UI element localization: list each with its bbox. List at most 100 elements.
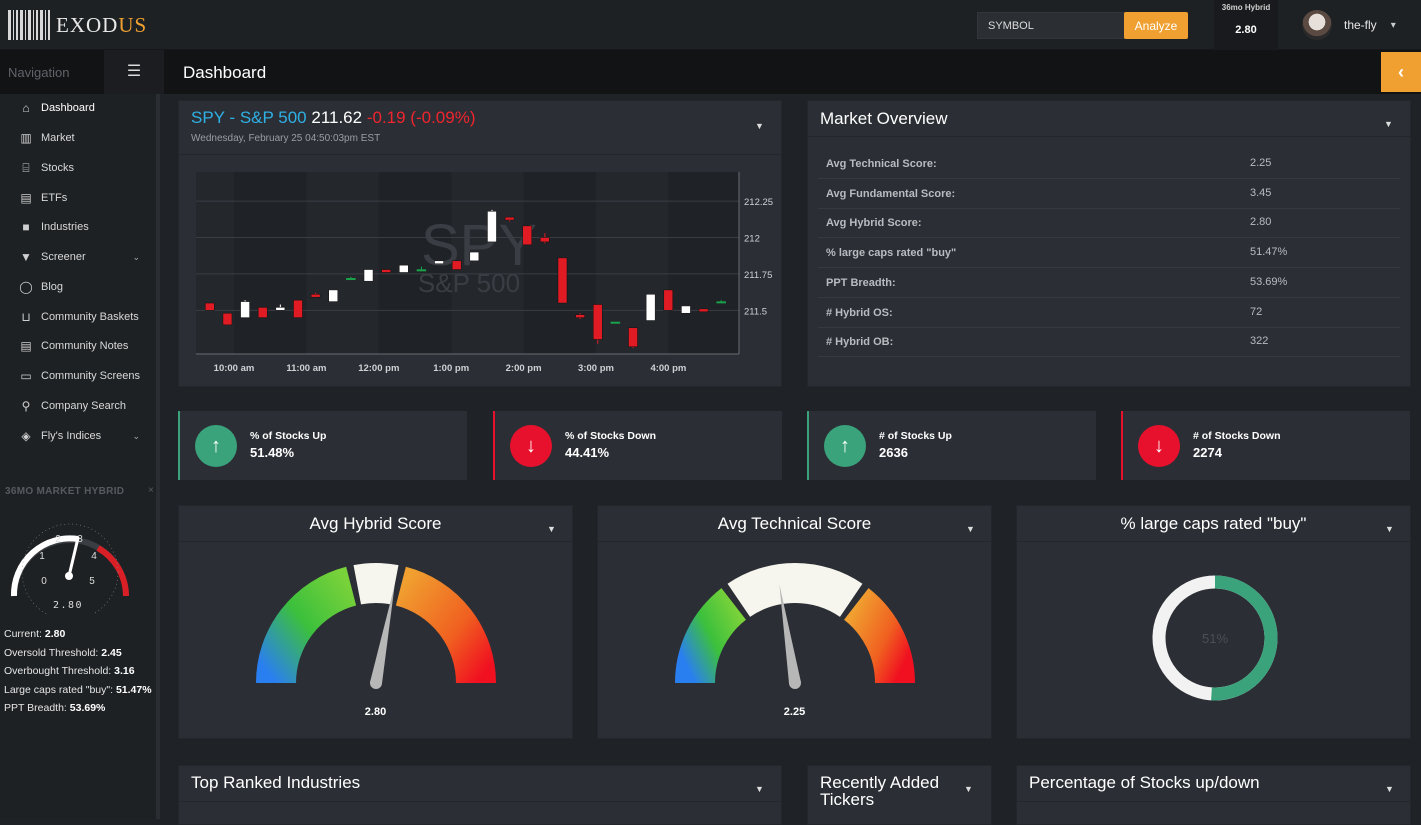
panel-dropdown-caret-icon[interactable]: ▼ xyxy=(1385,784,1394,794)
overview-row: % large caps rated "buy" 51.47% xyxy=(818,238,1400,269)
sidebar-item-industries[interactable]: ■ Industries xyxy=(0,213,156,241)
overview-label: Avg Hybrid Score: xyxy=(826,217,922,230)
panel-title: Percentage of Stocks up/down xyxy=(1029,773,1260,792)
y-tick-label: 211.5 xyxy=(744,306,767,317)
panel-dropdown-caret-icon[interactable]: ▼ xyxy=(755,784,764,794)
gauge-value: 2.80 xyxy=(364,706,387,718)
stat-card-of-stocks-down: ↓ % of Stocks Down 44.41% xyxy=(493,411,782,480)
overview-value: 2.80 xyxy=(1250,216,1272,229)
sidebar-item-community-baskets[interactable]: ⊔ Community Baskets xyxy=(0,303,156,331)
sidebar-item-label: Community Notes xyxy=(41,340,129,352)
gauge-hub xyxy=(370,677,382,689)
menu-toggle-button[interactable]: ☰ xyxy=(104,50,164,94)
gauge-tick-4: 4 xyxy=(91,551,97,562)
candle xyxy=(381,269,391,273)
symbol-input[interactable] xyxy=(977,12,1125,39)
gauge-red-arc xyxy=(96,545,129,597)
user-name[interactable]: the-fly xyxy=(1344,18,1377,32)
ticker-name[interactable]: SPY - S&P 500 xyxy=(191,108,307,127)
barcode-logo-icon xyxy=(8,10,51,40)
candle xyxy=(275,307,286,311)
hybrid-stat-line: Overbought Threshold: 3.16 xyxy=(4,662,152,681)
close-icon[interactable]: × xyxy=(148,485,154,496)
chevron-down-icon[interactable]: ▾ xyxy=(1390,19,1396,31)
book-icon: ▤ xyxy=(20,191,32,205)
candle xyxy=(328,289,338,302)
sidebar-item-screener[interactable]: ▼ Screener ⌄ xyxy=(0,243,156,271)
panel-dropdown-caret-icon[interactable]: ▼ xyxy=(755,121,764,131)
sidebar-item-label: Blog xyxy=(41,281,64,293)
sidebar-item-market[interactable]: ▥ Market xyxy=(0,124,156,152)
panel-header xyxy=(1017,506,1410,542)
panel-header: SPY - S&P 500 211.62 -0.19 (-0.09%) Wedn… xyxy=(179,101,781,155)
cart-icon: ⊔ xyxy=(21,310,31,324)
chevron-down-icon[interactable]: ⌄ xyxy=(132,251,140,262)
overview-row: # Hybrid OB: 322 xyxy=(818,327,1400,358)
panel-dropdown-caret-icon[interactable]: ▼ xyxy=(966,524,975,534)
panel-header xyxy=(179,506,572,542)
arrow-down-icon: ↓ xyxy=(1138,425,1180,467)
logo[interactable]: EXODUS xyxy=(8,10,147,40)
sidebar-item-blog[interactable]: ◯ Blog xyxy=(0,273,156,301)
gauge-low-band xyxy=(675,588,747,684)
search-icon: ⚲ xyxy=(21,399,31,413)
sidebar-item-label: Community Screens xyxy=(41,370,141,382)
y-tick-label: 211.75 xyxy=(744,270,772,281)
candle xyxy=(522,225,532,246)
panel-dropdown-caret-icon[interactable]: ▼ xyxy=(1385,524,1394,534)
collapse-panel-button[interactable]: ‹ xyxy=(1381,52,1421,92)
stat-label: % of Stocks Up xyxy=(250,430,327,442)
chevron-down-icon[interactable]: ⌄ xyxy=(132,430,140,441)
panel-title-line-2: Tickers xyxy=(820,790,875,809)
notes-icon: ▤ xyxy=(20,339,32,353)
gauge-tick-0: 0 xyxy=(41,576,47,587)
avatar[interactable] xyxy=(1302,10,1332,40)
bank-icon: ⌸ xyxy=(22,160,30,175)
gauge-tick-2: 2 xyxy=(55,534,61,545)
gauge-chart xyxy=(675,563,915,689)
home-icon: ⌂ xyxy=(22,101,30,115)
candle xyxy=(593,304,603,340)
x-tick-label: 4:00 pm xyxy=(650,363,686,374)
arrow-up-icon: ↑ xyxy=(824,425,866,467)
hamburger-icon: ☰ xyxy=(126,63,142,80)
sidebar-item-fly-s-indices[interactable]: ◈ Fly's Indices ⌄ xyxy=(0,422,156,450)
y-tick-label: 212 xyxy=(744,234,760,245)
candle xyxy=(628,327,638,347)
market-overview-panel: Market Overview ▼ Avg Technical Score: 2.… xyxy=(807,100,1411,387)
overview-label: # Hybrid OB: xyxy=(826,336,894,349)
arrow-up-icon: ↑ xyxy=(195,425,237,467)
panel-title: Market Overview xyxy=(820,109,948,128)
analyze-button[interactable]: Analyze xyxy=(1124,12,1188,39)
candle xyxy=(681,305,691,314)
sidebar-item-dashboard[interactable]: ⌂ Dashboard xyxy=(0,94,156,122)
user-menu[interactable]: the-fly ▾ xyxy=(1302,10,1396,40)
large-caps-donut: 51% xyxy=(1152,575,1278,701)
sidebar-item-community-notes[interactable]: ▤ Community Notes xyxy=(0,332,156,360)
sidebar-item-stocks[interactable]: ⌸ Stocks xyxy=(0,154,156,182)
hybrid-stat-label: Current: xyxy=(4,628,45,640)
sidebar-item-community-screens[interactable]: ▭ Community Screens xyxy=(0,362,156,390)
panel-header xyxy=(1017,766,1410,802)
hybrid-stat-line: Large caps rated "buy": 51.47% xyxy=(4,681,152,700)
gauge-high-band xyxy=(395,566,496,684)
x-tick-label: 3:00 pm xyxy=(578,363,614,374)
sidebar-item-etfs[interactable]: ▤ ETFs xyxy=(0,184,156,212)
sidebar-item-label: Fly's Indices xyxy=(41,430,102,442)
hybrid-stat-label: PPT Breadth: xyxy=(4,702,70,714)
sidebar-item-label: ETFs xyxy=(41,192,68,204)
stat-label: # of Stocks Up xyxy=(879,430,952,442)
hour-band xyxy=(234,172,307,354)
gauge-needle xyxy=(370,584,395,685)
overview-value: 53.69% xyxy=(1250,275,1288,288)
panel-title: % large caps rated "buy" xyxy=(1120,514,1307,533)
market-hybrid-gauge: 0 1 2 3 4 5 2.80 xyxy=(10,523,129,614)
stat-card-of-stocks-down: ↓ # of Stocks Down 2274 xyxy=(1121,411,1410,480)
sidebar-item-company-search[interactable]: ⚲ Company Search xyxy=(0,392,156,420)
panel-dropdown-caret-icon[interactable]: ▼ xyxy=(1384,119,1393,129)
candle xyxy=(557,257,568,304)
top-ranked-industries-panel: Top Ranked Industries ▼ xyxy=(178,765,782,825)
spy-title: SPY - S&P 500 211.62 -0.19 (-0.09%) xyxy=(191,108,476,128)
panel-dropdown-caret-icon[interactable]: ▼ xyxy=(547,524,556,534)
panel-dropdown-caret-icon[interactable]: ▼ xyxy=(964,784,973,794)
